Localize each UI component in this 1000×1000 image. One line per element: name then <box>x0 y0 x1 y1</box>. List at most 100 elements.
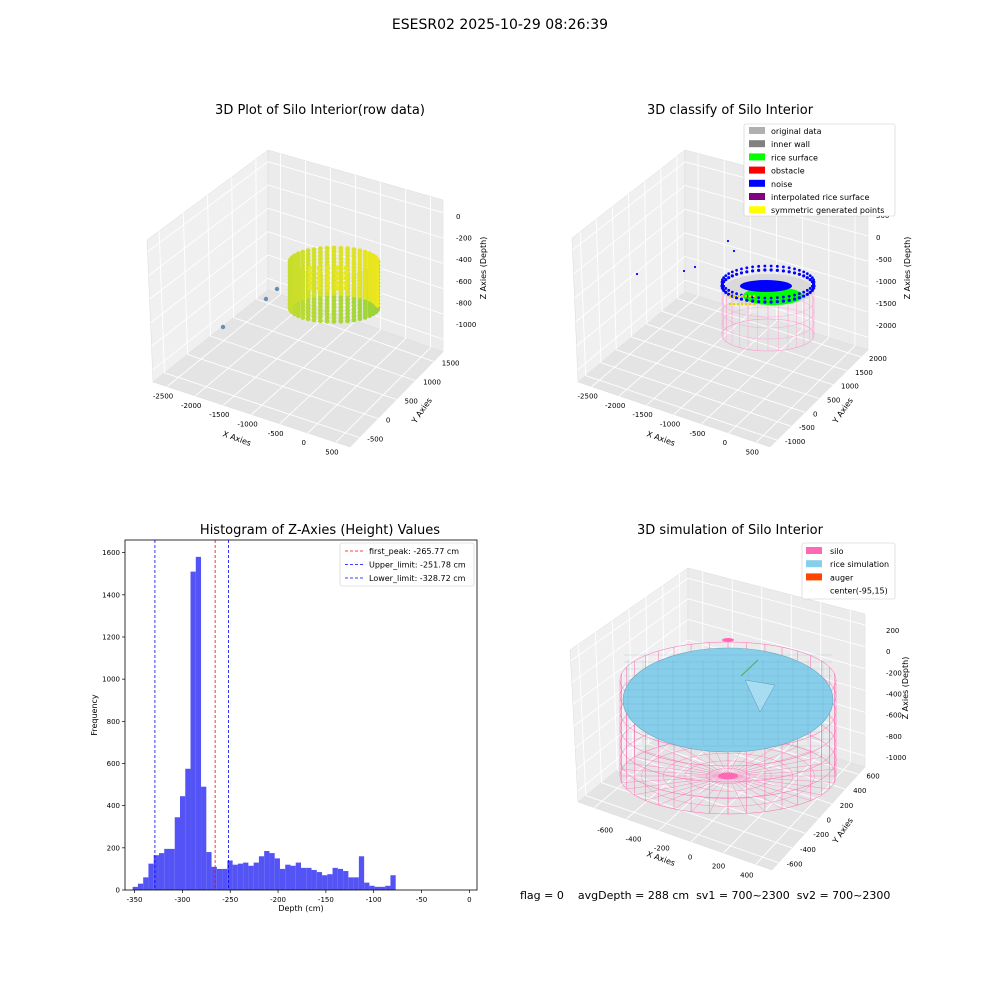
p2-wall-point-top <box>793 267 796 271</box>
p1-data-point <box>338 270 344 276</box>
hist-bar <box>180 796 186 890</box>
p1-data-point <box>362 263 368 269</box>
p1-data-point <box>305 293 311 299</box>
p2-symmetric-point <box>744 294 748 298</box>
p4-grid-y <box>632 756 819 819</box>
p2-legend-swatch <box>749 166 765 174</box>
p2-wall-point-top <box>812 278 815 282</box>
hist-bar <box>222 868 228 890</box>
p1-data-point <box>370 311 376 317</box>
p1-data-point <box>338 249 344 255</box>
p1-data-point <box>311 317 317 323</box>
p1-data-point <box>331 245 337 251</box>
p1-data-point <box>331 301 337 307</box>
p1-grid-z-left <box>149 207 269 300</box>
hist-bar <box>137 883 144 890</box>
p2-wall-point-top <box>724 274 728 278</box>
p1-data-point <box>311 268 317 273</box>
p1-data-point <box>351 275 357 280</box>
p1-data-point <box>311 292 317 298</box>
p2-wall-point <box>805 276 809 280</box>
p2-noise-cluster <box>740 280 792 292</box>
p1-data-point <box>345 311 350 317</box>
p4-ytick-label: 0 <box>827 817 831 825</box>
hist-bar <box>379 886 386 890</box>
p2-wall-point <box>769 300 773 304</box>
p1-data-point <box>311 307 317 312</box>
p1-data-point <box>338 245 344 251</box>
hist-legend-box <box>339 542 475 587</box>
p2-wall-point <box>792 297 797 301</box>
p2-wall-point-top <box>808 286 812 290</box>
p2-wall-point <box>781 299 786 303</box>
p2-wall-point-top <box>730 270 734 274</box>
p1-data-point <box>357 269 363 275</box>
p2-zlabel: Z Axies (Depth) <box>903 237 912 300</box>
p4-silo-floor-ring <box>663 753 793 799</box>
hist-ytick-label: 1400 <box>102 591 120 599</box>
p4-silo-floor-ring <box>706 768 750 784</box>
p4-silo-floor-spoke <box>727 742 783 777</box>
hist-legend-label: Upper_limit: -251.78 cm <box>369 561 466 570</box>
p2-grid-y-left <box>579 231 587 376</box>
p4-ytick-label: -400 <box>800 846 816 854</box>
hist-bar <box>364 882 370 890</box>
p2-wall-point-top <box>735 268 739 272</box>
p2-wall-point-top <box>793 293 796 297</box>
p1-data-point <box>362 260 368 266</box>
p2-wall-point-top <box>812 282 815 286</box>
p1-data-point <box>357 298 363 304</box>
p1-data-point <box>334 285 340 291</box>
p1-data-point <box>343 270 349 276</box>
p4-silo-floor-spoke <box>727 762 830 777</box>
p1-data-point <box>362 311 368 317</box>
hist-bar <box>132 886 138 890</box>
p1-data-point <box>311 289 317 294</box>
p1-data-point <box>305 309 311 315</box>
hist-xlabel: Depth (cm) <box>278 904 323 913</box>
hist-bar <box>311 869 317 890</box>
hist-bar <box>290 865 296 890</box>
p1-data-point <box>324 259 330 265</box>
p1-data-point <box>362 256 368 262</box>
p2-wall-point-top <box>740 267 743 271</box>
p1-data-point <box>367 251 372 257</box>
p2-wall-point-top <box>782 295 785 299</box>
p4-legend-box <box>801 542 896 600</box>
p2-wall-point-top <box>763 296 767 300</box>
p1-data-point <box>351 303 357 309</box>
p1-data-point <box>367 272 372 278</box>
p1-data-point <box>351 300 357 305</box>
p2-wall-point <box>757 300 761 304</box>
p1-data-point <box>311 278 317 284</box>
p2-xtick-label: -500 <box>689 430 705 438</box>
p1-data-point <box>318 304 323 310</box>
p1-data-point <box>367 289 372 295</box>
p1-data-point <box>318 314 323 320</box>
p2-wall-point <box>745 298 749 302</box>
p4-silo-floor-spoke <box>645 751 729 777</box>
p2-wall-point-top <box>721 282 724 286</box>
p1-data-point <box>338 315 344 321</box>
p1-zlabel: Z Axies (Depth) <box>479 237 488 300</box>
p2-legend-label: rice surface <box>771 153 818 162</box>
p2-symmetric-point <box>728 294 732 298</box>
p1-data-point <box>331 312 337 317</box>
p1-data-point <box>311 314 317 319</box>
simulation-3d-plot-title: 3D simulation of Silo Interior <box>637 523 823 538</box>
p2-wall-point-top <box>745 266 749 270</box>
p1-data-point <box>338 318 344 324</box>
p1-xtick-label: 0 <box>302 439 306 447</box>
p2-wall-point-top <box>769 296 773 300</box>
p2-wall-point <box>763 300 767 304</box>
p1-data-point <box>307 285 313 291</box>
p1-data-point <box>300 288 306 294</box>
p1-data-point <box>311 303 317 309</box>
p4-legend-label: silo <box>830 547 844 556</box>
p1-data-point <box>345 304 350 310</box>
p1-data-point <box>345 256 350 262</box>
p1-data-point <box>331 259 337 265</box>
p1-data-point <box>367 286 372 292</box>
p1-data-point <box>338 277 344 283</box>
p2-grid-z-left <box>575 232 686 323</box>
